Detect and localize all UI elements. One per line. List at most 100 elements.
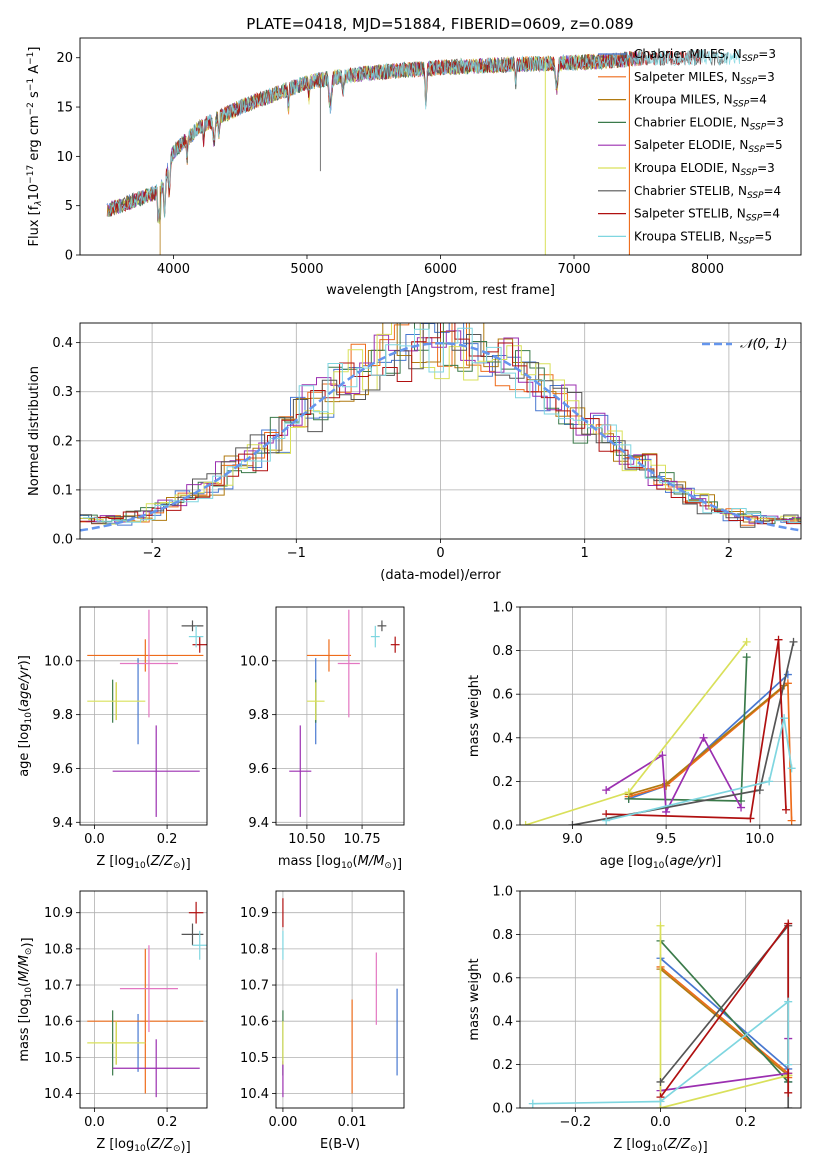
gaussian-legend-label: 𝒩(0, 1) bbox=[740, 337, 787, 352]
mass_vs_EBV-ytick-label: 10.8 bbox=[240, 942, 269, 957]
weight_vs_age-xtick-label: 9.5 bbox=[656, 832, 677, 847]
legend-label: Kroupa ELODIE, NSSP=3 bbox=[634, 161, 775, 178]
gaussian-curve bbox=[80, 341, 801, 532]
weight_vs_age-xtick-label: 10.0 bbox=[745, 832, 774, 847]
label-part: SSP bbox=[746, 214, 763, 224]
histogram-step bbox=[85, 330, 801, 524]
age_vs_mass-ytick-label: 9.6 bbox=[248, 762, 269, 777]
weight_vs_Z-ytick-label: 1.0 bbox=[492, 885, 513, 900]
label-part: s bbox=[27, 91, 42, 102]
label-part: 10 bbox=[341, 861, 353, 871]
mass_vs_Z-xtick-label: 0.2 bbox=[157, 1115, 178, 1130]
label-part: =3 bbox=[757, 161, 775, 175]
weight_vs_age-xtick-label: 9.0 bbox=[562, 832, 583, 847]
label-part: Z [log bbox=[96, 854, 134, 869]
age_vs_Z-ytick-label: 9.6 bbox=[52, 762, 73, 777]
residuals-ytick-label: 0.2 bbox=[52, 434, 73, 449]
legend-label: Chabrier STELIB, NSSP=4 bbox=[634, 184, 781, 201]
spectrum-ytick-label: 15 bbox=[56, 101, 73, 116]
residuals-xtick-label: 1 bbox=[581, 546, 589, 561]
label-part: Salpeter ELODIE, N bbox=[634, 138, 748, 152]
label-part: ( bbox=[17, 707, 32, 712]
label-part: M/M bbox=[17, 955, 32, 982]
weight_vs_age-plot bbox=[521, 635, 798, 825]
label-part: 10 bbox=[651, 1144, 663, 1154]
label-part: Flux [f bbox=[27, 205, 42, 246]
age_vs_mass-xlabel: mass [log10(M/M⊙)] bbox=[278, 854, 402, 872]
age_vs_mass-ytick-label: 9.8 bbox=[248, 708, 269, 723]
label-part: SSP bbox=[733, 100, 750, 110]
mass_vs_EBV-ytick-label: 10.9 bbox=[240, 906, 269, 921]
weight-marker bbox=[784, 1060, 793, 1069]
weight-marker bbox=[787, 764, 796, 773]
residuals-plot bbox=[80, 323, 801, 532]
mass_vs_EBV-axes: 0.00 0.01 10.4 10.5 10.6 10.7 10.8 10.9 E(B-V) bbox=[240, 890, 405, 1152]
weight_vs_age-ytick-label: 0.0 bbox=[492, 819, 513, 834]
age_vs_Z-xtick-label: 0.0 bbox=[84, 832, 105, 847]
weight_vs_Z-ytick-label: 0.8 bbox=[492, 928, 513, 943]
mass_vs_Z-xtick-label: 0.0 bbox=[84, 1115, 105, 1130]
label-part: Kroupa ELODIE, N bbox=[634, 161, 741, 175]
age_vs_mass-plot bbox=[289, 609, 400, 817]
weight_vs_age-frame bbox=[519, 606, 802, 826]
weight_vs_Z-xtick-label: 0.0 bbox=[650, 1115, 671, 1130]
label-part: Z/Z bbox=[150, 854, 174, 869]
label-part: )] bbox=[181, 1140, 191, 1155]
label-part: )] bbox=[181, 857, 191, 872]
weight-line bbox=[659, 925, 789, 1108]
legend-label: Salpeter STELIB, NSSP=4 bbox=[634, 207, 780, 224]
weight-marker bbox=[755, 786, 764, 795]
spectrum-xtick-label: 8000 bbox=[691, 262, 724, 277]
label-part: SSP bbox=[738, 236, 755, 246]
spectrum-xtick-label: 6000 bbox=[424, 262, 457, 277]
label-part: ( bbox=[353, 854, 358, 869]
label-part: age [log bbox=[600, 854, 653, 869]
label-part: erg cm bbox=[27, 115, 42, 164]
spectrum-ytick-label: 20 bbox=[56, 51, 73, 66]
weight-marker bbox=[699, 733, 708, 742]
weight_vs_Z-plot bbox=[528, 919, 793, 1108]
label-part: Chabrier ELODIE, N bbox=[634, 115, 750, 129]
mass_vs_EBV-frame bbox=[275, 890, 405, 1109]
label-part: SSP bbox=[750, 122, 767, 132]
weight_vs_Z-ylabel: mass weight bbox=[467, 958, 482, 1040]
age_vs_Z-ytick-label: 9.4 bbox=[52, 816, 73, 831]
label-part: −17 bbox=[26, 165, 36, 184]
weight_vs_Z-xtick-label: 0.2 bbox=[735, 1115, 756, 1130]
mass_vs_EBV-plot bbox=[282, 898, 398, 1098]
weight_vs_Z-axes: −0.2 0.0 0.2 0.0 0.2 0.4 0.6 0.8 1.0 Z [log10(Z/Z… bbox=[467, 885, 802, 1155]
age_vs_mass-ytick-label: 10.0 bbox=[240, 654, 269, 669]
residuals-xtick-label: 0 bbox=[436, 546, 444, 561]
label-part: Z [log bbox=[613, 1137, 651, 1152]
label-part: Z/Z bbox=[150, 1137, 174, 1152]
residuals-ylabel: Normed distribution bbox=[27, 366, 42, 496]
label-part: =4 bbox=[762, 207, 780, 221]
label-part: =3 bbox=[757, 70, 775, 84]
label-part: Salpeter MILES, N bbox=[634, 70, 741, 84]
spectrum-axes: 4000 5000 6000 7000 8000 0 5 10 15 20 Chabrier MIL… bbox=[26, 37, 802, 298]
histogram-step bbox=[82, 327, 801, 523]
label-part: ⊙ bbox=[24, 948, 34, 956]
label-part: =3 bbox=[766, 115, 784, 129]
residuals-xlabel: (data-model)/error bbox=[380, 568, 501, 583]
mass_vs_Z-frame bbox=[79, 890, 208, 1109]
weight_vs_age-ylabel: mass weight bbox=[467, 675, 482, 757]
weight_vs_Z-ytick-label: 0.4 bbox=[492, 1015, 513, 1030]
weight-marker bbox=[780, 714, 789, 723]
spectrum-plot bbox=[106, 49, 742, 255]
weight_vs_age-ytick-label: 0.4 bbox=[492, 731, 513, 746]
weight-marker bbox=[528, 1099, 537, 1108]
weight-marker bbox=[656, 921, 665, 930]
label-part: Chabrier MILES, N bbox=[634, 47, 742, 61]
label-part: =5 bbox=[765, 138, 783, 152]
weight_vs_Z-xtick-label: −0.2 bbox=[560, 1115, 592, 1130]
spectrum-xtick-label: 5000 bbox=[290, 262, 323, 277]
label-part: M/M bbox=[358, 854, 385, 869]
label-part: SSP bbox=[747, 191, 764, 201]
weight_vs_age-ytick-label: 0.6 bbox=[492, 688, 513, 703]
label-part: mass [log bbox=[17, 998, 32, 1061]
weight-marker bbox=[742, 653, 751, 662]
residuals-ytick-label: 0.0 bbox=[52, 533, 73, 548]
label-part: ] bbox=[27, 47, 42, 52]
